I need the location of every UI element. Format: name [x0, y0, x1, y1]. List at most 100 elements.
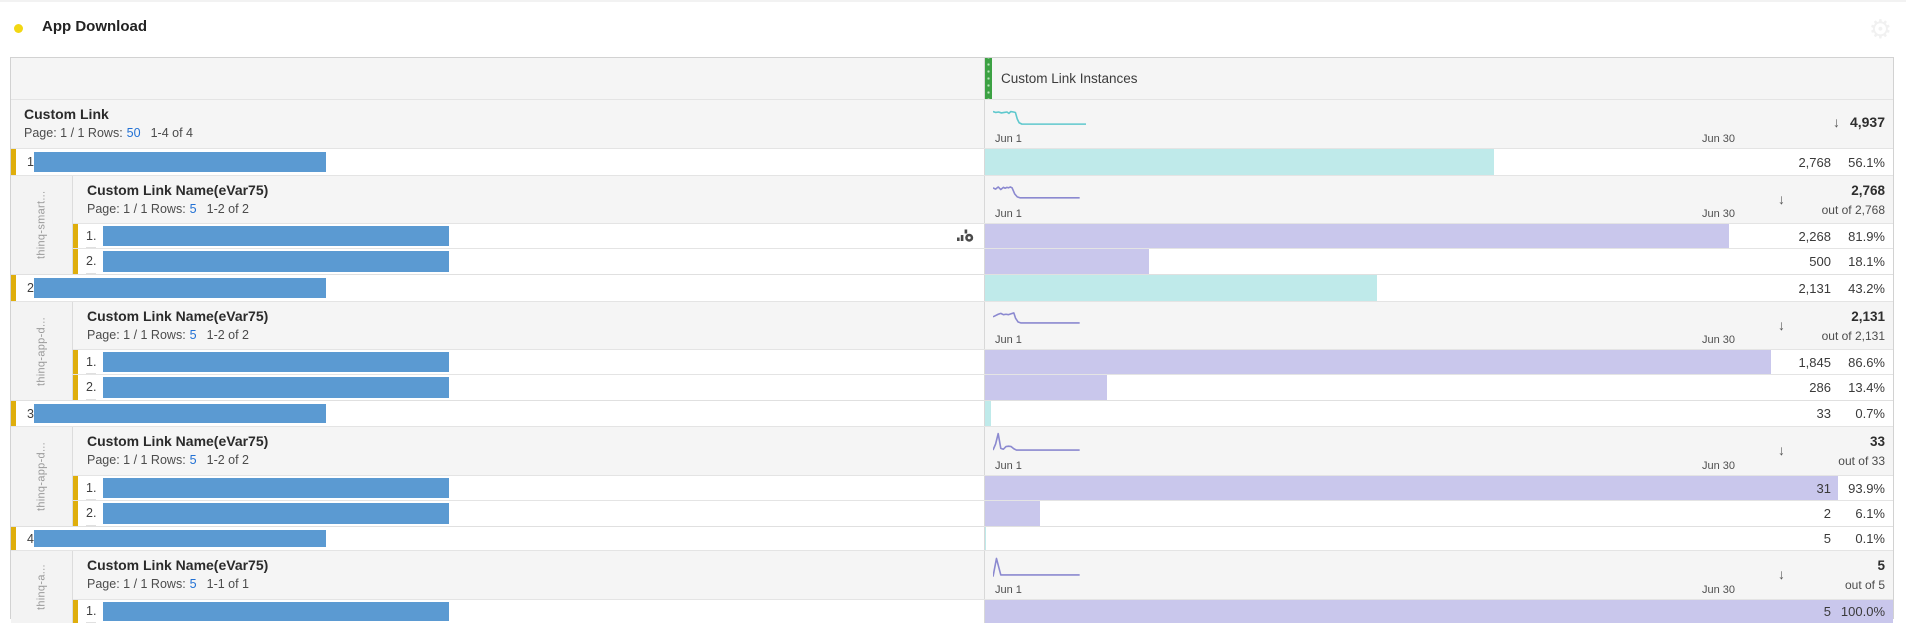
row-range: 1-2 of 2: [206, 328, 250, 342]
metric-cell[interactable]: 2,768 56.1%: [985, 149, 1893, 175]
dimension-cell[interactable]: 2: [11, 275, 985, 301]
table-row[interactable]: 3 33 0.7%: [11, 401, 1893, 427]
dimension-cell[interactable]: 2.: [73, 249, 985, 274]
breakdown-row[interactable]: 2. 2 6.1%: [73, 501, 1893, 526]
breakdown-dimension-title: Custom Link Name(eVar75): [87, 308, 269, 324]
date-end-label: Jun 30: [1701, 334, 1735, 346]
dimension-cell[interactable]: 1.: [73, 476, 985, 500]
metric-cell[interactable]: 500 18.1%: [985, 249, 1893, 274]
row-marker: [11, 149, 16, 175]
metric-value: 500: [1809, 254, 1831, 269]
metric-drag-handle-icon[interactable]: [985, 58, 992, 99]
value-bar: [985, 249, 1150, 274]
metric-cell[interactable]: 286 13.4%: [985, 375, 1893, 400]
dimension-cell[interactable]: 4: [11, 527, 985, 550]
breakdown-parent-label: thinq-app-d...: [35, 441, 48, 512]
gear-icon[interactable]: ⚙: [1868, 14, 1892, 44]
redacted-link-label: [103, 352, 449, 372]
row-range: 1-2 of 2: [206, 453, 250, 467]
breakdown-sparkline: [993, 306, 1080, 332]
metric-cell[interactable]: 2,131 43.2%: [985, 275, 1893, 301]
metric-value: 2,768: [1798, 154, 1831, 170]
breakdown-out-of: out of 33: [1838, 453, 1885, 468]
table-row[interactable]: 1 2,768 56.1%: [11, 149, 1893, 176]
row-marker: [11, 401, 16, 426]
breakdown-header-row: Custom Link Name(eVar75) Page: 1 / 1 Row…: [73, 551, 1893, 600]
row-number: 4: [27, 531, 34, 546]
date-end-label: Jun 30: [1701, 133, 1735, 145]
metric-percent: 93.9%: [1848, 480, 1885, 496]
rows-count-link[interactable]: 5: [189, 453, 197, 467]
value-bar: [985, 476, 1838, 500]
dimension-cell[interactable]: 2.: [73, 501, 985, 526]
sort-descending-icon: ↓: [1778, 191, 1785, 207]
breakdown-dimension-title: Custom Link Name(eVar75): [87, 557, 269, 573]
breakdown-row[interactable]: 1. 5 100.0%: [73, 600, 1893, 623]
row-number: 2.: [86, 501, 97, 526]
metric-percent: 56.1%: [1848, 154, 1885, 170]
dimension-title: Custom Link: [24, 106, 109, 122]
dimension-cell[interactable]: 3: [11, 401, 985, 426]
corner-cell: [11, 58, 985, 99]
row-marker: [11, 275, 16, 301]
date-end-label: Jun 30: [1701, 208, 1735, 220]
metric-cell[interactable]: 31 93.9%: [985, 476, 1893, 500]
breakdown-out-of: out of 5: [1844, 577, 1885, 592]
redacted-link-label: [34, 152, 326, 172]
dimension-cell[interactable]: 1.: [73, 600, 985, 623]
metric-value: 33: [1816, 406, 1831, 421]
date-start-label: Jun 1: [995, 584, 1022, 596]
breakdown-header-row: Custom Link Name(eVar75) Page: 1 / 1 Row…: [73, 176, 1893, 224]
pagination: Page: 1 / 1 Rows: 50 1-4 of 4: [24, 126, 193, 140]
metric-percent: 18.1%: [1848, 254, 1885, 269]
breakdown-dimension-title: Custom Link Name(eVar75): [87, 433, 269, 449]
dimension-cell[interactable]: 1.: [73, 350, 985, 374]
breakdown-row[interactable]: 1. 1,845 86.6%: [73, 350, 1893, 375]
rows-count-link[interactable]: 5: [189, 328, 197, 342]
pagination: Page: 1 / 1 Rows: 5 1-1 of 1: [87, 577, 250, 591]
metric-cell[interactable]: 2 6.1%: [985, 501, 1893, 526]
breakdown-parent-label: thinq-smart...: [35, 190, 48, 260]
metric-value: 5: [1823, 531, 1831, 546]
metric-cell[interactable]: 33 0.7%: [985, 401, 1893, 426]
row-number: 1.: [86, 224, 97, 248]
table-row[interactable]: 4 5 0.1%: [11, 527, 1893, 551]
breakdown-row[interactable]: 1. 2,268 81.9%: [73, 224, 1893, 249]
dimension-cell[interactable]: 1.: [73, 224, 985, 248]
breakdown-row[interactable]: 1. 31 93.9%: [73, 476, 1893, 501]
breakdown-sparkline: [993, 180, 1080, 206]
breakdown-out-of: out of 2,768: [1821, 202, 1885, 217]
metric-value: 5: [1823, 604, 1831, 619]
dimension-cell[interactable]: 2.: [73, 375, 985, 400]
metric-header-cell[interactable]: Custom Link Instances: [985, 58, 1893, 99]
breakdown-gutter: thinq-app-d...: [11, 302, 73, 400]
metric-value: 31: [1816, 480, 1831, 496]
metric-cell[interactable]: 5 0.1%: [985, 527, 1893, 550]
row-marker: [73, 350, 78, 374]
rows-count-link[interactable]: 5: [189, 577, 197, 591]
pagination: Page: 1 / 1 Rows: 5 1-2 of 2: [87, 328, 250, 342]
dimension-cell[interactable]: 1: [11, 149, 985, 175]
redacted-link-label: [34, 404, 326, 423]
visualize-trend-icon[interactable]: [957, 229, 974, 243]
metric-value: 286: [1809, 380, 1831, 395]
row-number: 1.: [86, 350, 97, 374]
metric-cell[interactable]: 5 100.0%: [985, 600, 1893, 623]
metric-cell[interactable]: 1,845 86.6%: [985, 350, 1893, 374]
rows-count-link[interactable]: 50: [126, 126, 141, 140]
breakdown-row[interactable]: 2. 286 13.4%: [73, 375, 1893, 400]
row-marker: [73, 224, 78, 248]
row-marker: [73, 249, 78, 274]
breakdown-section: thinq-smart... Custom Link Name(eVar75) …: [11, 176, 1893, 275]
date-start-label: Jun 1: [995, 208, 1022, 220]
table-row[interactable]: 2 2,131 43.2%: [11, 275, 1893, 302]
row-range: 1-4 of 4: [150, 126, 193, 140]
rows-count-link[interactable]: 5: [189, 202, 197, 216]
value-bar: [985, 375, 1107, 400]
metric-cell[interactable]: 2,268 81.9%: [985, 224, 1893, 248]
row-number: 3: [27, 406, 34, 421]
breakdown-row[interactable]: 2. 500 18.1%: [73, 249, 1893, 274]
date-start-label: Jun 1: [995, 133, 1022, 145]
value-bar: [985, 527, 986, 550]
row-range: 1-1 of 1: [206, 577, 250, 591]
